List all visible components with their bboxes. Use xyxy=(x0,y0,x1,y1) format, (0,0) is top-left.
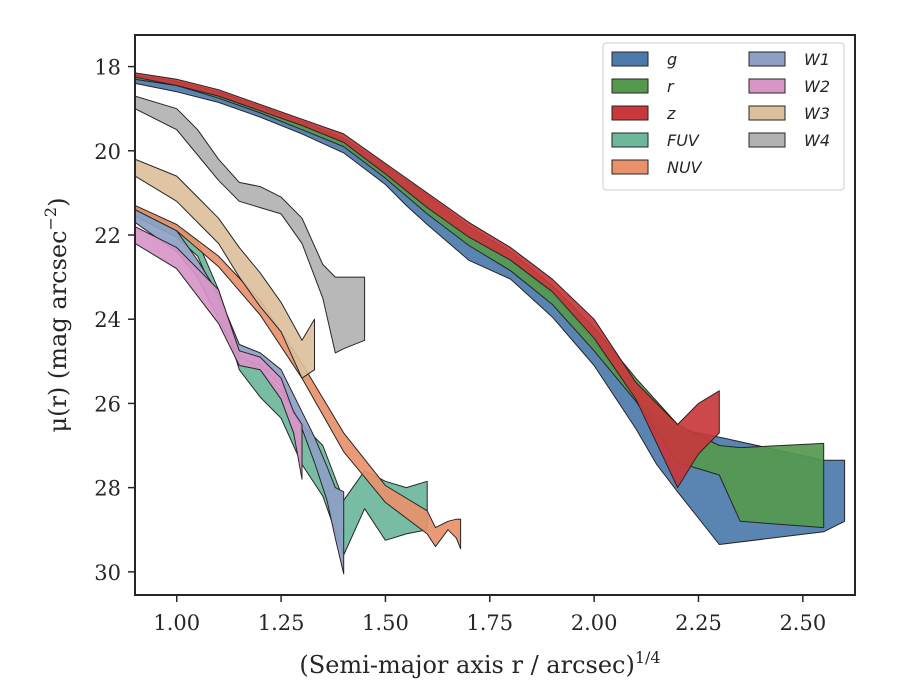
x-tick-label: 1.00 xyxy=(153,611,200,635)
x-tick-label: 1.75 xyxy=(466,611,513,635)
band-z xyxy=(135,72,720,489)
x-axis-ticks: 1.00 1.25 1.50 1.75 2.00 2.25 2.50 xyxy=(153,595,826,635)
legend-label-w1: W1 xyxy=(804,50,830,69)
legend-swatch-w3 xyxy=(748,105,786,121)
legend-label-z: z xyxy=(666,104,676,123)
y-tick-label: 22 xyxy=(94,224,121,248)
band-w3 xyxy=(135,158,315,379)
band-w2 xyxy=(135,226,303,480)
x-tick-label: 1.25 xyxy=(258,611,305,635)
y-tick-label: 18 xyxy=(94,56,121,80)
legend-label-fuv: FUV xyxy=(667,131,700,150)
legend-swatch-r xyxy=(611,78,649,94)
y-axis-label-tail: ) xyxy=(44,198,72,207)
x-tick-label: 2.25 xyxy=(675,611,722,635)
plot-frame xyxy=(134,34,856,596)
y-axis-label-sup: −2 xyxy=(41,207,60,231)
y-tick-label: 24 xyxy=(94,308,121,332)
y-axis-label-main: μ(r) (mag arcsec xyxy=(44,230,72,432)
legend-label-w4: W4 xyxy=(804,131,830,150)
x-tick-label: 1.50 xyxy=(362,611,409,635)
legend-swatch-g xyxy=(611,51,649,67)
y-axis-label: μ(r) (mag arcsec−2) xyxy=(41,198,72,433)
y-tick-label: 26 xyxy=(94,392,121,416)
x-tick-label: 2.00 xyxy=(571,611,618,635)
legend-label-w3: W3 xyxy=(804,104,830,123)
y-tick-label: 30 xyxy=(94,561,121,585)
y-axis-ticks: 18 20 22 24 26 28 30 xyxy=(94,56,135,585)
x-tick-label: 2.50 xyxy=(779,611,826,635)
series-layer xyxy=(135,72,846,575)
y-tick-label: 28 xyxy=(94,477,121,501)
legend-label-w2: W2 xyxy=(804,77,830,96)
x-axis-label-main: (Semi-major axis r / arcsec) xyxy=(299,651,634,679)
legend-label-r: r xyxy=(667,77,675,96)
legend-swatch-fuv xyxy=(611,132,649,148)
legend-swatch-z xyxy=(611,105,649,121)
x-axis-label-sup: 1/4 xyxy=(635,648,661,667)
legend-swatch-w4 xyxy=(748,132,786,148)
legend-label-g: g xyxy=(667,50,677,69)
legend: grz FUV NUV W1 W2 W3 W4 xyxy=(602,42,845,191)
band-w4 xyxy=(135,95,366,354)
legend-swatch-w2 xyxy=(748,78,786,94)
legend-swatch-nuv xyxy=(611,159,649,175)
x-axis-label: (Semi-major axis r / arcsec)1/4 xyxy=(299,648,660,679)
legend-swatch-w1 xyxy=(748,51,786,67)
legend-label-nuv: NUV xyxy=(667,158,703,177)
y-tick-label: 20 xyxy=(94,140,121,164)
